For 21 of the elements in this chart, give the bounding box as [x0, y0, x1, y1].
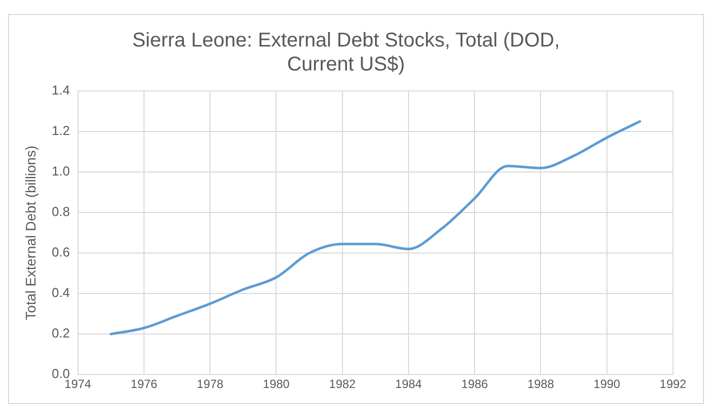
- x-tick-label: 1986: [461, 377, 488, 392]
- x-tick-label: 1980: [262, 377, 290, 392]
- y-tick-label: 1.4: [52, 82, 70, 98]
- x-tick-label: 1982: [329, 377, 356, 392]
- x-tick-label: 1978: [196, 377, 224, 392]
- y-tick-label: 1.0: [52, 164, 70, 179]
- x-tick-label: 1990: [594, 377, 621, 392]
- text: Current US$): [287, 54, 405, 76]
- y-tick-label: 0.8: [52, 204, 70, 220]
- line-series: [110, 120, 642, 336]
- y-tick-label: 0.2: [52, 326, 70, 341]
- x-tick-label: 1992: [660, 377, 687, 392]
- text: Sierra Leone: External Debt Stocks, Total (DOD,: [132, 30, 560, 52]
- x-tick-label: 1976: [130, 377, 158, 392]
- x-tick-label: 1974: [64, 377, 92, 392]
- y-tick-label: 0.4: [52, 285, 70, 300]
- y-axis-title: Total External Debt (billions): [22, 146, 38, 320]
- x-tick-label: 1988: [527, 377, 554, 392]
- y-tick-label: 0.6: [52, 244, 70, 260]
- x-tick-label: 1984: [395, 377, 422, 392]
- y-tick-label: 1.2: [52, 123, 70, 138]
